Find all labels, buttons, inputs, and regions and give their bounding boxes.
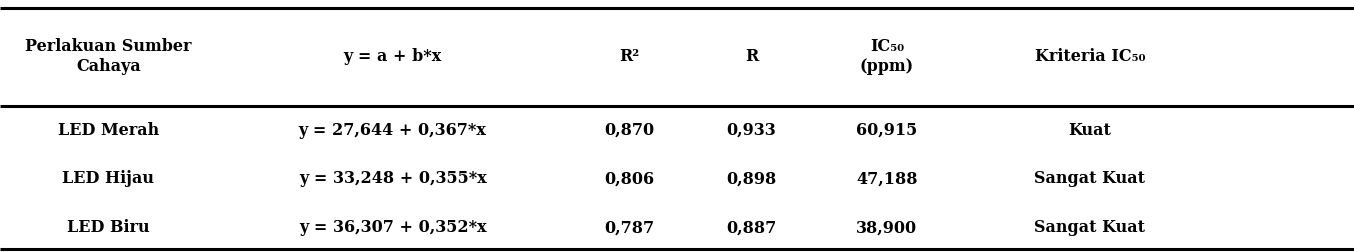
Text: y = a + b*x: y = a + b*x [344, 48, 441, 65]
Text: Kriteria IC₅₀: Kriteria IC₅₀ [1034, 48, 1145, 65]
Text: Sangat Kuat: Sangat Kuat [1034, 219, 1145, 236]
Text: Kuat: Kuat [1068, 122, 1112, 139]
Text: 0,887: 0,887 [726, 219, 777, 236]
Text: Perlakuan Sumber
Cahaya: Perlakuan Sumber Cahaya [26, 38, 191, 75]
Text: 0,787: 0,787 [604, 219, 655, 236]
Text: LED Merah: LED Merah [58, 122, 158, 139]
Text: 0,870: 0,870 [604, 122, 655, 139]
Text: 0,898: 0,898 [726, 170, 777, 187]
Text: R²: R² [620, 48, 639, 65]
Text: 0,806: 0,806 [604, 170, 655, 187]
Text: LED Biru: LED Biru [66, 219, 150, 236]
Text: LED Hijau: LED Hijau [62, 170, 154, 187]
Text: 47,188: 47,188 [856, 170, 918, 187]
Text: R: R [745, 48, 758, 65]
Text: Sangat Kuat: Sangat Kuat [1034, 170, 1145, 187]
Text: 60,915: 60,915 [856, 122, 918, 139]
Text: y = 36,307 + 0,352*x: y = 36,307 + 0,352*x [299, 219, 486, 236]
Text: y = 33,248 + 0,355*x: y = 33,248 + 0,355*x [299, 170, 486, 187]
Text: 0,933: 0,933 [727, 122, 776, 139]
Text: IC₅₀
(ppm): IC₅₀ (ppm) [860, 38, 914, 75]
Text: 38,900: 38,900 [856, 219, 918, 236]
Text: y = 27,644 + 0,367*x: y = 27,644 + 0,367*x [299, 122, 486, 139]
